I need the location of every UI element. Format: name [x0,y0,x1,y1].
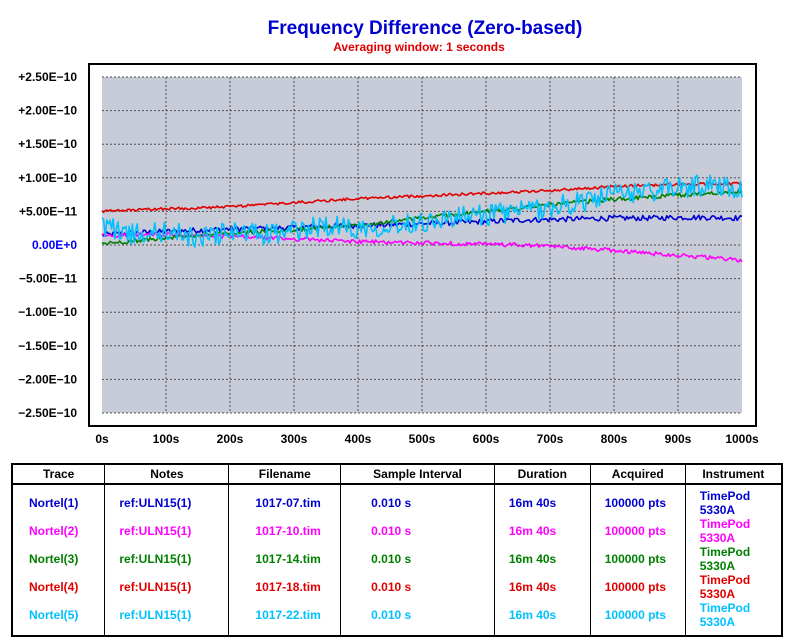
y-tick-label: +2.50E−10 [18,70,77,84]
y-tick-label: −1.50E−10 [18,339,77,353]
legend-cell: Nortel(5) [29,608,79,622]
y-tick-label: −1.00E−10 [18,305,77,319]
frequency-difference-chart: +2.50E−10 +2.00E−10 +1.50E−10 +1.00E−10 +5.0… [18,63,759,446]
legend-cell: 100000 pts [589,517,686,545]
legend-cell: TimePod 5330A [684,517,782,545]
legend-cell: 1017-14.tim [228,545,341,573]
x-tick-label: 200s [217,432,244,446]
legend-cell: 100000 pts [589,545,686,573]
trace-legend-table: Trace Notes Filename Sample Interval Duratio… [11,463,783,637]
x-tick-label: 1000s [725,432,759,446]
legend-cell: 1017-10.tim [228,517,341,545]
legend-cell: 0.010 s [340,573,495,601]
x-tick-label: 0s [95,432,109,446]
legend-cell: 100000 pts [589,484,686,517]
legend-cell: ref:ULN15(1) [104,517,229,545]
legend-cell: ref:ULN15(1) [104,545,229,573]
legend-cell: TimePod 5330A [684,601,782,636]
series-line-nortel5 [101,174,743,248]
y-tick-label: +5.00E−11 [19,204,77,218]
y-axis-tick-labels: +2.50E−10 +2.00E−10 +1.50E−10 +1.00E−10 +5.0… [18,70,77,420]
legend-cell: 0.010 s [340,545,495,573]
legend-cell: 100000 pts [589,601,686,636]
y-tick-label: +1.50E−10 [18,137,77,151]
legend-cell: 0.010 s [340,484,495,517]
grid-lines [102,76,742,414]
legend-cell: 0.010 s [340,601,495,636]
legend-cell: 100000 pts [589,573,686,601]
y-tick-label: −5.00E−11 [19,272,77,286]
legend-cell: Nortel(1) [29,496,79,510]
legend-header-cell: Instrument [684,463,783,485]
x-tick-label: 400s [345,432,372,446]
legend-cell: 16m 40s [493,484,591,517]
legend-cell: 1017-22.tim [228,601,341,636]
legend-cell: 1017-18.tim [228,573,341,601]
legend-header-cell: Trace [11,463,106,485]
legend-cell: 16m 40s [493,601,591,636]
y-tick-label: −2.50E−10 [18,406,77,420]
x-axis-tick-labels: 0s 100s 200s 300s 400s 500s 600s 700s 800s 900s 10… [95,432,759,446]
y-tick-label: −2.00E−10 [18,372,77,386]
x-tick-label: 900s [665,432,692,446]
legend-header-cell: Notes [104,463,230,485]
chart-subtitle: Averaging window: 1 seconds [333,40,505,54]
legend-header-cell: Duration [493,463,591,485]
legend-cell: Nortel(2) [29,524,79,538]
legend-header-row: Trace Notes Filename Sample Interval Duratio… [11,463,783,485]
legend-header-cell: Acquired [589,463,686,485]
legend-header-cell: Filename [228,463,342,485]
legend-cell: ref:ULN15(1) [104,573,229,601]
legend-cell: ref:ULN15(1) [104,601,229,636]
x-tick-label: 100s [153,432,180,446]
y-tick-label: 0.00E+0 [32,238,77,252]
legend-cell: 1017-07.tim [228,484,341,517]
x-tick-label: 300s [281,432,308,446]
x-tick-label: 700s [537,432,564,446]
x-tick-label: 600s [473,432,500,446]
y-tick-label: +2.00E−10 [18,104,77,118]
legend-cell: TimePod 5330A [684,484,782,517]
legend-cell: TimePod 5330A [684,573,782,601]
x-tick-label: 800s [601,432,628,446]
x-tick-label: 500s [409,432,436,446]
legend-cell: 0.010 s [340,517,495,545]
y-tick-label: +1.00E−10 [18,171,77,185]
legend-cell: Nortel(3) [29,552,79,566]
legend-header-cell: Sample Interval [340,463,495,485]
chart-title: Frequency Difference (Zero-based) [267,18,583,39]
legend-cell: 16m 40s [493,545,591,573]
legend-cell: TimePod 5330A [684,545,782,573]
legend-cell: 16m 40s [493,517,591,545]
legend-cell: 16m 40s [493,573,591,601]
legend-cell: Nortel(4) [29,580,79,594]
series-lines [101,174,743,263]
legend-cell: ref:ULN15(1) [104,484,229,517]
